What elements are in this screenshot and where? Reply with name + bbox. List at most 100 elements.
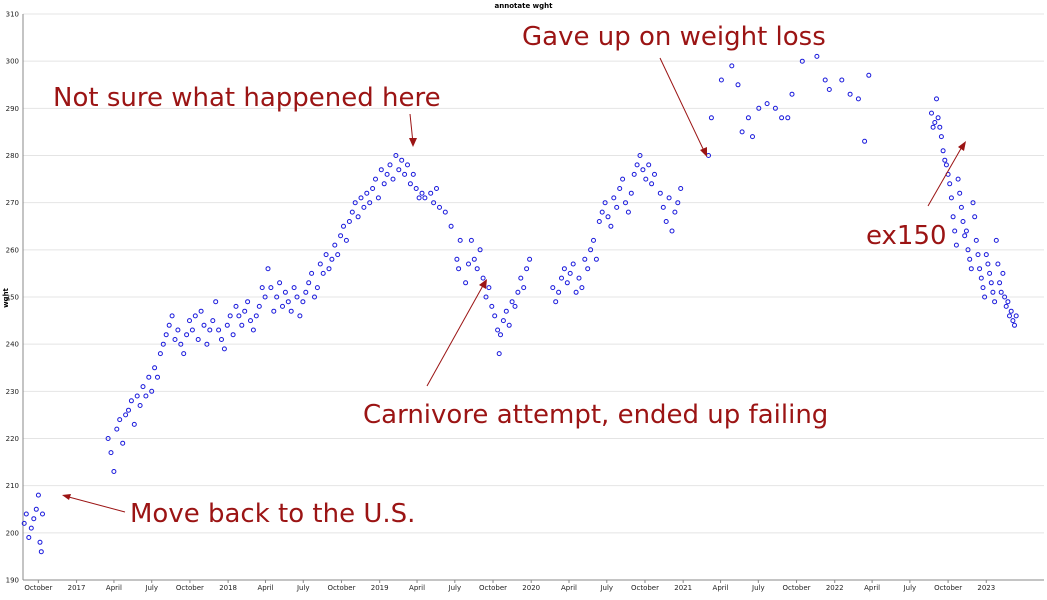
data-point — [980, 285, 986, 291]
data-point — [498, 332, 503, 338]
annotation-arrow-gave-up — [659, 57, 706, 154]
data-point — [407, 181, 413, 187]
x-tick-label: October — [176, 584, 204, 592]
data-point — [31, 516, 37, 522]
data-point — [669, 228, 675, 234]
x-axis-ticks: October 2017 April July October 2018 April July… — [24, 580, 995, 592]
data-point — [323, 252, 329, 258]
data-point — [968, 266, 974, 272]
data-point — [943, 162, 949, 168]
y-axis-ticks: 190 200 210 220 230 240 250 260 270 280 290 300 310 — [6, 11, 19, 585]
arrowhead-unknown — [409, 138, 417, 147]
x-tick-label: 2022 — [826, 584, 844, 592]
x-tick-label: October — [783, 584, 811, 592]
data-point — [515, 289, 521, 295]
x-tick-label: October — [479, 584, 507, 592]
data-point — [140, 384, 146, 390]
data-point — [932, 120, 938, 125]
x-tick-label: April — [713, 584, 729, 592]
data-point — [280, 303, 285, 309]
data-point — [428, 190, 434, 196]
data-point — [341, 223, 346, 229]
data-point — [489, 303, 495, 309]
data-point — [779, 115, 785, 121]
data-point — [483, 294, 489, 300]
data-point — [114, 426, 120, 432]
annotation-not-sure: Not sure what happened here — [53, 83, 441, 113]
x-tick-label: 2019 — [371, 584, 389, 592]
data-point — [123, 412, 129, 418]
data-point — [675, 200, 681, 206]
data-point — [187, 318, 192, 324]
data-point — [172, 337, 178, 342]
data-point — [35, 492, 41, 498]
data-point — [1007, 313, 1012, 319]
data-point — [977, 266, 983, 272]
data-point — [764, 101, 770, 107]
data-point — [192, 313, 198, 319]
y-tick-label: 210 — [6, 482, 19, 490]
data-point — [556, 289, 562, 295]
data-point — [21, 520, 27, 526]
data-point — [468, 237, 474, 243]
data-point — [617, 186, 623, 191]
data-point — [628, 190, 634, 196]
data-point — [210, 318, 216, 324]
data-point — [178, 341, 184, 347]
data-point — [623, 200, 628, 206]
data-point — [111, 469, 117, 474]
y-tick-label: 230 — [6, 388, 19, 396]
y-tick-label: 190 — [6, 577, 19, 585]
data-point — [253, 313, 259, 319]
data-point — [930, 124, 936, 130]
x-tick-label: October — [24, 584, 52, 592]
data-point — [970, 200, 976, 206]
data-point — [413, 186, 419, 191]
data-point — [646, 162, 652, 168]
data-point — [375, 195, 381, 201]
data-point — [128, 398, 134, 404]
arrowhead-ex150 — [958, 141, 966, 151]
data-point — [988, 280, 994, 286]
x-tick-label: July — [903, 584, 917, 592]
data-point — [152, 365, 158, 371]
data-point — [288, 308, 294, 314]
data-point — [134, 393, 140, 399]
data-point — [750, 134, 755, 140]
data-point — [157, 351, 163, 357]
data-point — [306, 280, 312, 286]
annotation-arrow-carnivore — [426, 281, 486, 387]
data-point — [657, 190, 663, 196]
data-point — [245, 299, 251, 305]
data-point — [399, 157, 405, 163]
data-point — [611, 195, 617, 201]
data-point — [233, 303, 239, 309]
data-point — [117, 417, 123, 423]
annotation-arrow-ex150 — [927, 144, 964, 207]
data-point — [942, 157, 948, 163]
data-point — [367, 200, 373, 206]
data-point — [789, 91, 795, 97]
data-point — [772, 105, 778, 111]
data-point — [463, 280, 469, 286]
data-point — [207, 327, 213, 333]
data-point — [456, 266, 462, 272]
data-point — [596, 219, 602, 224]
data-point — [605, 214, 611, 220]
data-point — [227, 313, 233, 319]
data-point — [131, 421, 137, 427]
data-point — [509, 299, 515, 305]
x-tick-label: July — [751, 584, 765, 592]
data-point — [814, 53, 820, 59]
data-point — [847, 91, 853, 97]
data-point — [442, 209, 448, 215]
data-point — [166, 322, 172, 328]
data-point — [967, 256, 973, 262]
data-point — [256, 303, 262, 309]
data-point — [637, 153, 643, 158]
x-tick-label: July — [144, 584, 158, 592]
data-point — [997, 280, 1003, 286]
data-point — [37, 539, 43, 545]
data-point — [213, 299, 219, 305]
